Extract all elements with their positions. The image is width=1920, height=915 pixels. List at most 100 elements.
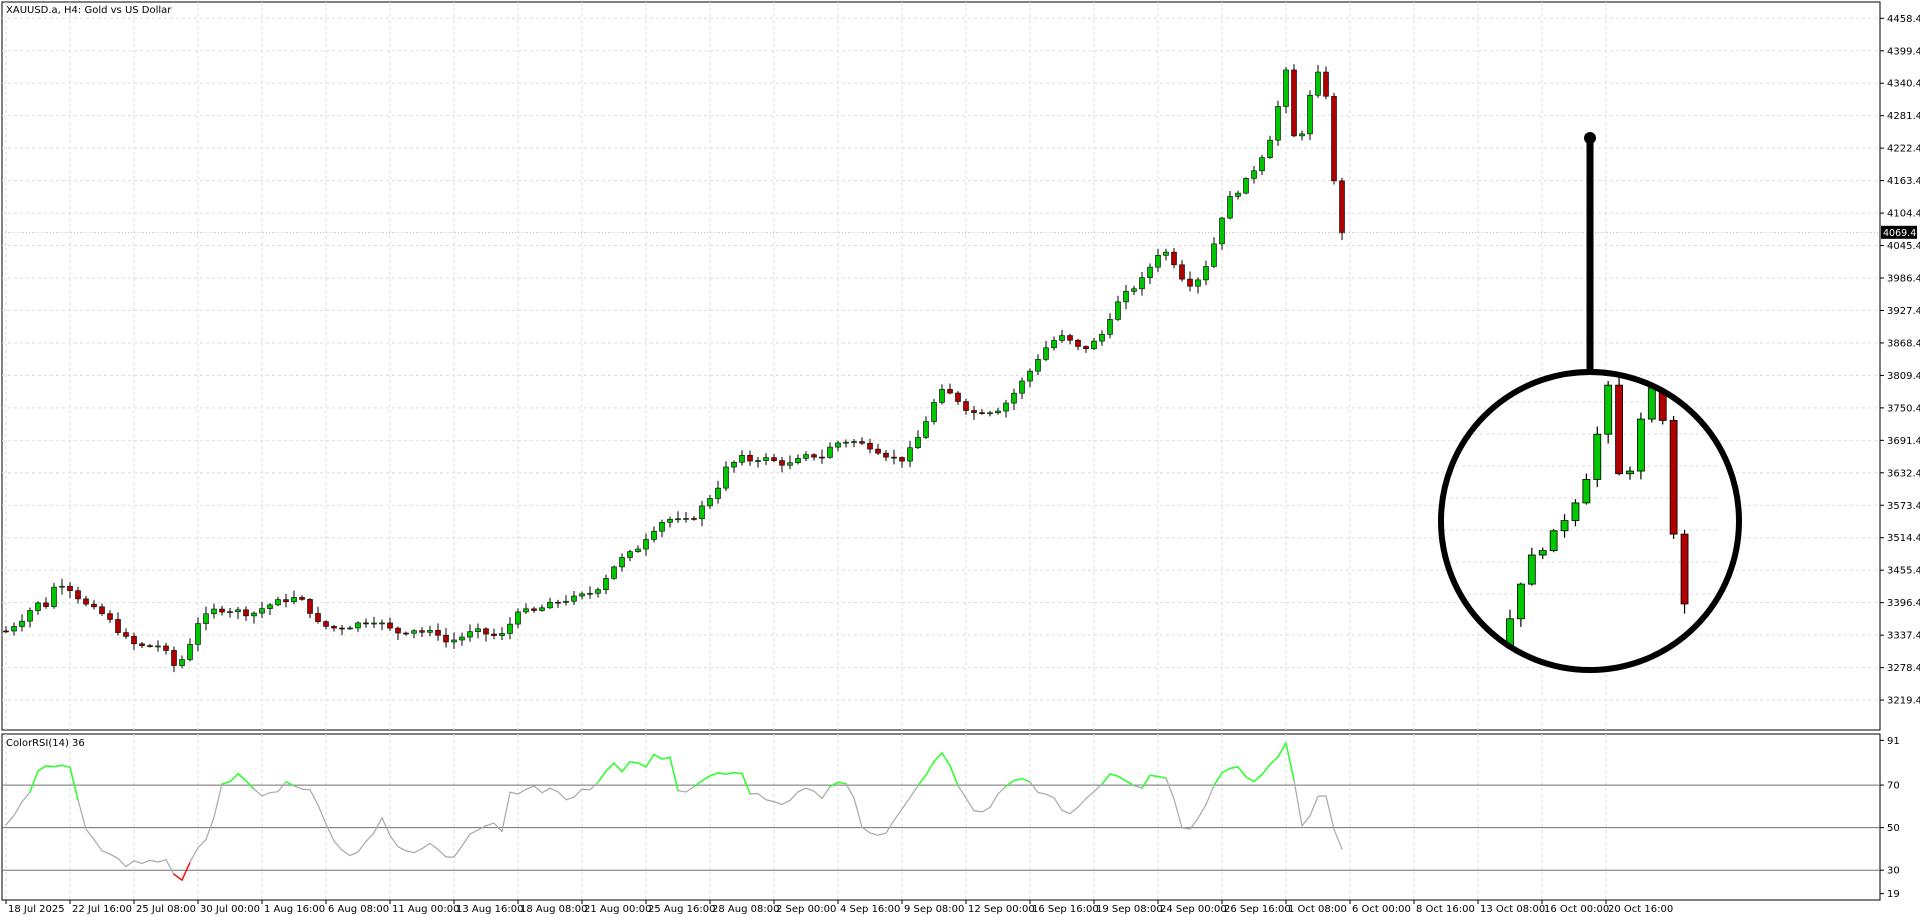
bull-candle[interactable] — [1155, 254, 1161, 268]
bear-candle[interactable] — [859, 441, 865, 444]
bear-candle[interactable] — [867, 442, 873, 450]
bull-candle[interactable] — [523, 608, 529, 613]
bear-candle[interactable] — [1067, 335, 1073, 341]
bull-candle[interactable] — [1051, 340, 1057, 349]
bear-candle[interactable] — [75, 590, 81, 600]
bull-candle[interactable] — [267, 604, 273, 609]
bear-candle[interactable] — [123, 632, 129, 637]
bull-candle[interactable] — [787, 462, 793, 466]
bear-candle[interactable] — [339, 627, 345, 630]
bull-candle[interactable] — [347, 627, 353, 630]
bear-candle[interactable] — [163, 645, 169, 651]
candlestick-series[interactable] — [2, 64, 1880, 673]
bear-candle[interactable] — [491, 633, 497, 636]
bear-candle[interactable] — [955, 392, 961, 402]
bull-candle[interactable] — [1059, 335, 1065, 341]
bull-candle[interactable] — [1235, 192, 1241, 197]
bull-candle[interactable] — [179, 659, 185, 666]
bear-candle[interactable] — [819, 456, 825, 459]
bull-candle[interactable] — [827, 446, 833, 458]
bear-candle[interactable] — [219, 608, 225, 613]
bull-candle[interactable] — [227, 611, 233, 613]
bear-candle[interactable] — [891, 456, 897, 459]
bull-candle[interactable] — [211, 608, 217, 615]
bull-candle[interactable] — [1307, 94, 1313, 135]
bull-candle[interactable] — [707, 498, 713, 507]
bear-candle[interactable] — [299, 597, 305, 600]
bull-candle[interactable] — [1035, 359, 1041, 372]
bear-candle[interactable] — [91, 603, 97, 608]
bull-candle[interactable] — [1315, 71, 1321, 96]
bull-candle[interactable] — [931, 402, 937, 422]
bear-candle[interactable] — [171, 650, 177, 666]
bull-candle[interactable] — [1107, 319, 1113, 335]
bull-candle[interactable] — [35, 602, 41, 611]
bear-candle[interactable] — [899, 457, 905, 462]
bull-candle[interactable] — [451, 639, 457, 643]
bear-candle[interactable] — [747, 455, 753, 462]
bull-candle[interactable] — [547, 601, 553, 609]
bull-candle[interactable] — [987, 412, 993, 415]
bull-candle[interactable] — [1003, 402, 1009, 412]
bull-candle[interactable] — [195, 623, 201, 645]
bull-candle[interactable] — [675, 518, 681, 521]
bull-candle[interactable] — [275, 599, 281, 606]
bear-candle[interactable] — [395, 627, 401, 634]
bull-candle[interactable] — [763, 457, 769, 461]
bull-candle[interactable] — [611, 566, 617, 579]
bull-candle[interactable] — [507, 623, 513, 634]
bull-candle[interactable] — [27, 610, 33, 622]
bull-candle[interactable] — [499, 633, 505, 636]
bear-candle[interactable] — [99, 606, 105, 614]
bear-candle[interactable] — [1323, 71, 1329, 97]
bear-candle[interactable] — [875, 448, 881, 454]
bull-candle[interactable] — [723, 466, 729, 489]
bull-candle[interactable] — [1243, 178, 1249, 194]
bear-candle[interactable] — [243, 609, 249, 617]
bear-candle[interactable] — [1083, 346, 1089, 350]
bull-candle[interactable] — [155, 645, 161, 648]
bear-candle[interactable] — [979, 412, 985, 414]
bear-candle[interactable] — [67, 585, 73, 591]
bear-candle[interactable] — [483, 628, 489, 635]
bull-candle[interactable] — [1259, 157, 1265, 172]
bull-candle[interactable] — [755, 460, 761, 462]
bull-candle[interactable] — [851, 441, 857, 443]
bull-candle[interactable] — [915, 437, 921, 449]
bull-candle[interactable] — [1219, 217, 1225, 245]
bear-candle[interactable] — [331, 626, 337, 629]
bull-candle[interactable] — [1211, 243, 1217, 267]
bull-candle[interactable] — [571, 595, 577, 602]
bull-candle[interactable] — [603, 578, 609, 591]
bear-candle[interactable] — [555, 601, 561, 604]
bull-candle[interactable] — [291, 597, 297, 602]
bull-candle[interactable] — [1115, 301, 1121, 320]
bear-candle[interactable] — [779, 460, 785, 466]
bull-candle[interactable] — [1195, 279, 1201, 287]
bull-candle[interactable] — [1275, 106, 1281, 141]
bull-candle[interactable] — [643, 539, 649, 550]
bull-candle[interactable] — [427, 630, 433, 633]
bull-candle[interactable] — [579, 593, 585, 597]
bull-candle[interactable] — [187, 644, 193, 660]
bull-candle[interactable] — [459, 636, 465, 641]
bear-candle[interactable] — [1331, 95, 1337, 182]
bull-candle[interactable] — [651, 530, 657, 540]
bear-candle[interactable] — [1187, 278, 1193, 287]
bull-candle[interactable] — [1283, 69, 1289, 107]
bull-candle[interactable] — [1147, 266, 1153, 278]
bull-candle[interactable] — [203, 613, 209, 624]
bull-candle[interactable] — [1163, 251, 1169, 256]
bull-candle[interactable] — [1131, 288, 1137, 292]
bear-candle[interactable] — [811, 454, 817, 458]
bull-candle[interactable] — [1011, 392, 1017, 404]
bull-candle[interactable] — [355, 622, 361, 629]
bull-candle[interactable] — [667, 518, 673, 523]
bear-candle[interactable] — [1075, 339, 1081, 347]
bull-candle[interactable] — [731, 461, 737, 468]
bear-candle[interactable] — [419, 630, 425, 633]
bear-candle[interactable] — [1171, 251, 1177, 266]
bull-candle[interactable] — [939, 389, 945, 403]
bull-candle[interactable] — [1099, 334, 1105, 342]
